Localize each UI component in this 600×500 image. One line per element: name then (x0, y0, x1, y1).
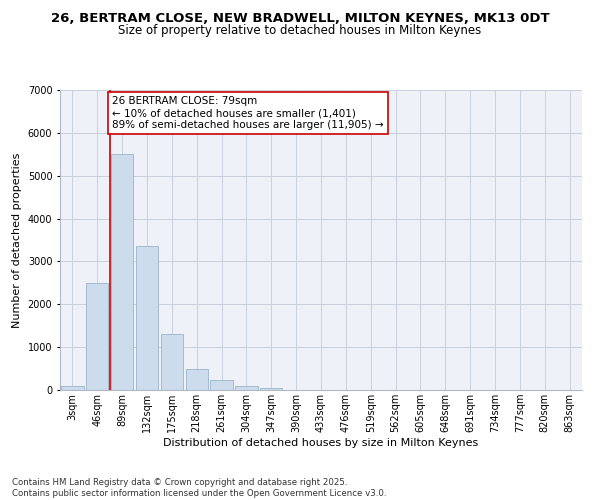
Bar (111, 154, 133, 390)
Bar (235, 386, 257, 390)
Bar (211, 380, 233, 390)
Bar (260, 388, 283, 390)
Text: Contains HM Land Registry data © Crown copyright and database right 2025.
Contai: Contains HM Land Registry data © Crown c… (12, 478, 386, 498)
Bar (136, 246, 158, 390)
Bar (185, 370, 208, 390)
Bar (86, 283, 109, 390)
Bar (161, 334, 183, 390)
Bar (61, 386, 83, 390)
Text: 26 BERTRAM CLOSE: 79sqm
← 10% of detached houses are smaller (1,401)
89% of semi: 26 BERTRAM CLOSE: 79sqm ← 10% of detache… (112, 96, 384, 130)
X-axis label: Distribution of detached houses by size in Milton Keynes: Distribution of detached houses by size … (163, 438, 479, 448)
Text: 26, BERTRAM CLOSE, NEW BRADWELL, MILTON KEYNES, MK13 0DT: 26, BERTRAM CLOSE, NEW BRADWELL, MILTON … (50, 12, 550, 26)
Y-axis label: Number of detached properties: Number of detached properties (12, 152, 22, 328)
Text: Size of property relative to detached houses in Milton Keynes: Size of property relative to detached ho… (118, 24, 482, 37)
